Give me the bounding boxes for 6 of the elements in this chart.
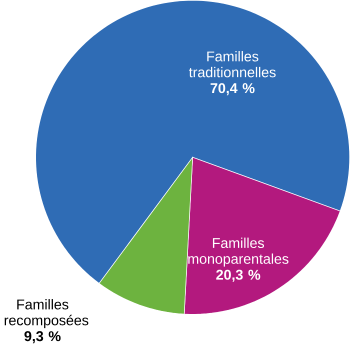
data-label: 9,3 % [24, 331, 61, 344]
slice-label: Familles traditionnelles [188, 51, 276, 78]
data-label: 70,4 % [210, 83, 255, 96]
slice-label: Familles monoparentales [188, 238, 288, 267]
data-label: 20,3 % [216, 270, 260, 282]
slice-label: Familles recomposées [4, 299, 88, 328]
